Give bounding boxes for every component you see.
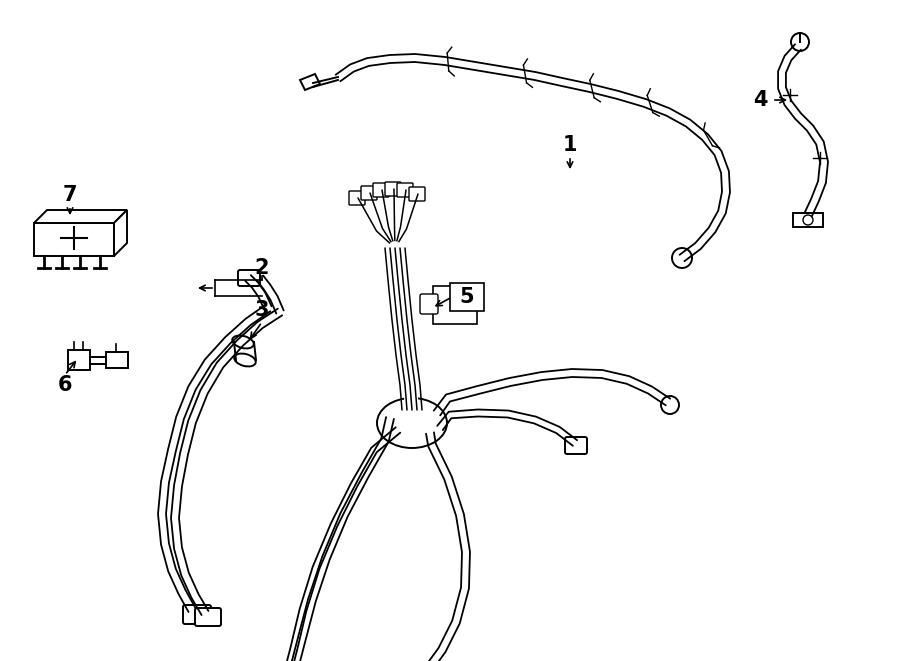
FancyBboxPatch shape <box>385 182 401 196</box>
Text: 7: 7 <box>63 185 77 205</box>
Text: 4: 4 <box>752 90 767 110</box>
FancyBboxPatch shape <box>397 183 413 197</box>
Polygon shape <box>114 210 127 256</box>
Text: 5: 5 <box>460 287 474 307</box>
FancyBboxPatch shape <box>373 183 389 197</box>
Text: 3: 3 <box>255 300 269 320</box>
Text: 6: 6 <box>58 375 72 395</box>
FancyBboxPatch shape <box>433 286 477 324</box>
Ellipse shape <box>232 336 254 348</box>
Polygon shape <box>793 213 823 227</box>
FancyBboxPatch shape <box>420 294 438 314</box>
Ellipse shape <box>377 398 447 448</box>
FancyBboxPatch shape <box>409 187 425 201</box>
FancyBboxPatch shape <box>349 191 365 205</box>
FancyBboxPatch shape <box>183 605 211 624</box>
Polygon shape <box>106 352 128 368</box>
FancyBboxPatch shape <box>361 186 377 200</box>
FancyBboxPatch shape <box>565 437 587 454</box>
Polygon shape <box>34 223 114 256</box>
Polygon shape <box>300 74 320 90</box>
Polygon shape <box>68 350 90 370</box>
FancyBboxPatch shape <box>238 270 260 286</box>
Ellipse shape <box>234 354 256 366</box>
Polygon shape <box>34 210 127 223</box>
FancyBboxPatch shape <box>195 608 221 626</box>
Text: 2: 2 <box>255 258 269 278</box>
Text: 1: 1 <box>562 135 577 155</box>
FancyBboxPatch shape <box>450 283 484 311</box>
